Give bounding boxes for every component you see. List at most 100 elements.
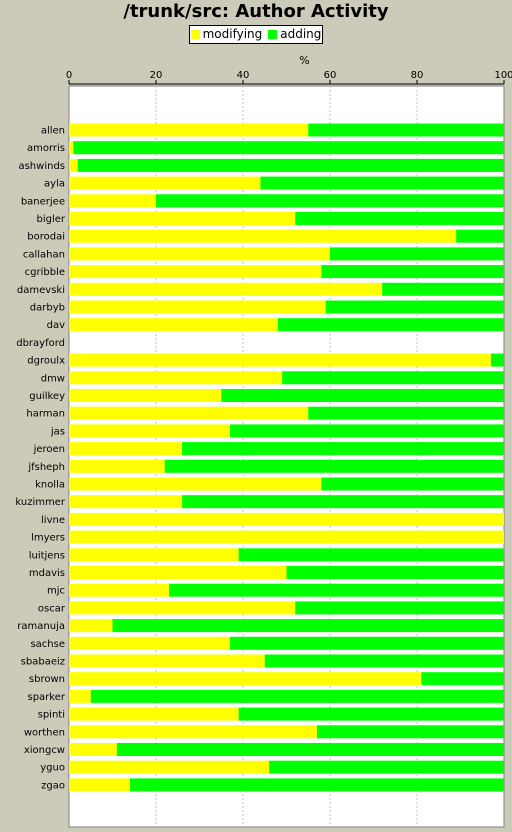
category-label: jeroen: [33, 444, 65, 455]
x-tick-label: 0: [66, 70, 72, 81]
bar-modifying-guilkey: [69, 389, 222, 402]
bar-modifying-jeroen: [69, 442, 183, 456]
bar-adding-bigler: [295, 212, 504, 225]
bar-adding-allen: [308, 123, 504, 137]
bar-adding-mdavis: [286, 566, 504, 579]
bar-modifying-luitjens: [69, 548, 239, 562]
category-label: amorris: [27, 143, 65, 154]
category-label: ramanuja: [17, 621, 65, 632]
x-tick-label: 20: [150, 70, 163, 81]
bar-adding-xiongcw: [116, 743, 504, 756]
category-label: borodai: [27, 232, 65, 243]
bar-modifying-zgao: [69, 778, 130, 792]
bar-adding-cgribble: [321, 265, 504, 279]
x-axis-label: %: [299, 54, 309, 67]
category-label: yguo: [40, 763, 65, 774]
category-label: sbrown: [29, 674, 65, 685]
category-label: ashwinds: [18, 161, 65, 172]
category-label: sbabaeiz: [21, 657, 65, 668]
bar-modifying-darbyb: [69, 300, 326, 314]
bar-modifying-dmw: [69, 371, 283, 385]
category-label: knolla: [35, 480, 65, 491]
bar-modifying-cgribble: [69, 265, 322, 279]
category-label: zgao: [41, 780, 65, 791]
legend: modifying adding: [189, 25, 323, 44]
bar-adding-yguo: [269, 760, 504, 774]
bar-modifying-sbabaeiz: [69, 654, 265, 668]
bar-modifying-borodai: [69, 229, 457, 243]
bar-adding-guilkey: [221, 389, 504, 402]
category-label: kuzimmer: [15, 497, 65, 508]
bar-adding-sbrown: [421, 672, 504, 686]
category-label: luitjens: [29, 550, 65, 561]
bar-adding-darbyb: [325, 300, 504, 314]
legend-label-adding: adding: [280, 27, 322, 41]
bar-adding-knolla: [321, 477, 504, 491]
bar-modifying-harman: [69, 406, 309, 420]
category-label: harman: [26, 409, 65, 420]
bar-adding-amorris: [73, 141, 504, 155]
category-label: allen: [41, 126, 65, 137]
bar-modifying-sparker: [69, 689, 91, 703]
chart-title: /trunk/src: Author Activity: [123, 1, 389, 22]
x-tick-label: 100: [494, 70, 512, 81]
bar-modifying-ashwinds: [69, 158, 78, 172]
category-label: livne: [41, 515, 65, 526]
category-label: darbyb: [30, 303, 65, 314]
bar-adding-jeroen: [182, 442, 504, 456]
legend-swatch-modifying: [190, 30, 200, 39]
legend-item-adding: adding: [268, 26, 321, 43]
bar-adding-sbabaeiz: [264, 654, 504, 668]
bar-modifying-mdavis: [69, 566, 287, 579]
bar-adding-harman: [308, 406, 504, 420]
bar-adding-damevski: [382, 282, 504, 296]
bar-adding-sparker: [90, 689, 504, 703]
bar-modifying-amorris: [69, 141, 74, 155]
category-label: damevski: [17, 285, 65, 296]
bar-adding-jfsheph: [164, 459, 504, 473]
bar-adding-dav: [277, 318, 504, 332]
plot-area: [68, 85, 505, 828]
bar-adding-worthen: [316, 725, 504, 739]
bar-adding-oscar: [295, 601, 504, 615]
x-tick-label: 40: [237, 70, 250, 81]
bar-adding-borodai: [456, 229, 504, 243]
category-label: sparker: [28, 692, 66, 703]
bar-adding-banerjee: [156, 194, 504, 208]
bar-modifying-livne: [69, 512, 504, 526]
category-label: jas: [50, 426, 65, 437]
bar-modifying-ayla: [69, 176, 261, 190]
category-label: dav: [47, 320, 65, 331]
bar-adding-dgroulx: [490, 353, 504, 367]
bar-modifying-jfsheph: [69, 459, 165, 473]
category-label: bigler: [36, 214, 65, 225]
category-label: callahan: [23, 249, 65, 260]
legend-label-modifying: modifying: [202, 27, 263, 41]
bar-modifying-banerjee: [69, 194, 156, 208]
bar-modifying-xiongcw: [69, 743, 117, 756]
category-label: mjc: [47, 586, 65, 597]
category-label: cgribble: [25, 267, 65, 278]
category-label: banerjee: [21, 196, 65, 207]
bar-modifying-jas: [69, 424, 230, 438]
bar-modifying-yguo: [69, 760, 270, 774]
bar-adding-sachse: [229, 636, 504, 650]
bar-modifying-spinti: [69, 707, 239, 721]
bar-modifying-dav: [69, 318, 278, 332]
legend-swatch-adding: [268, 30, 278, 39]
bar-adding-ramanuja: [112, 619, 504, 633]
bar-modifying-ramanuja: [69, 619, 113, 633]
bar-modifying-knolla: [69, 477, 322, 491]
bar-modifying-kuzimmer: [69, 495, 183, 509]
category-label: mdavis: [29, 568, 65, 579]
bar-adding-callahan: [330, 247, 504, 261]
legend-item-modifying: modifying: [190, 26, 263, 43]
bar-modifying-sachse: [69, 636, 230, 650]
bar-adding-luitjens: [238, 548, 504, 562]
bar-modifying-mjc: [69, 583, 170, 597]
bar-adding-jas: [229, 424, 504, 438]
bar-adding-ayla: [260, 176, 504, 190]
category-label: worthen: [24, 727, 65, 738]
bar-modifying-damevski: [69, 282, 383, 296]
